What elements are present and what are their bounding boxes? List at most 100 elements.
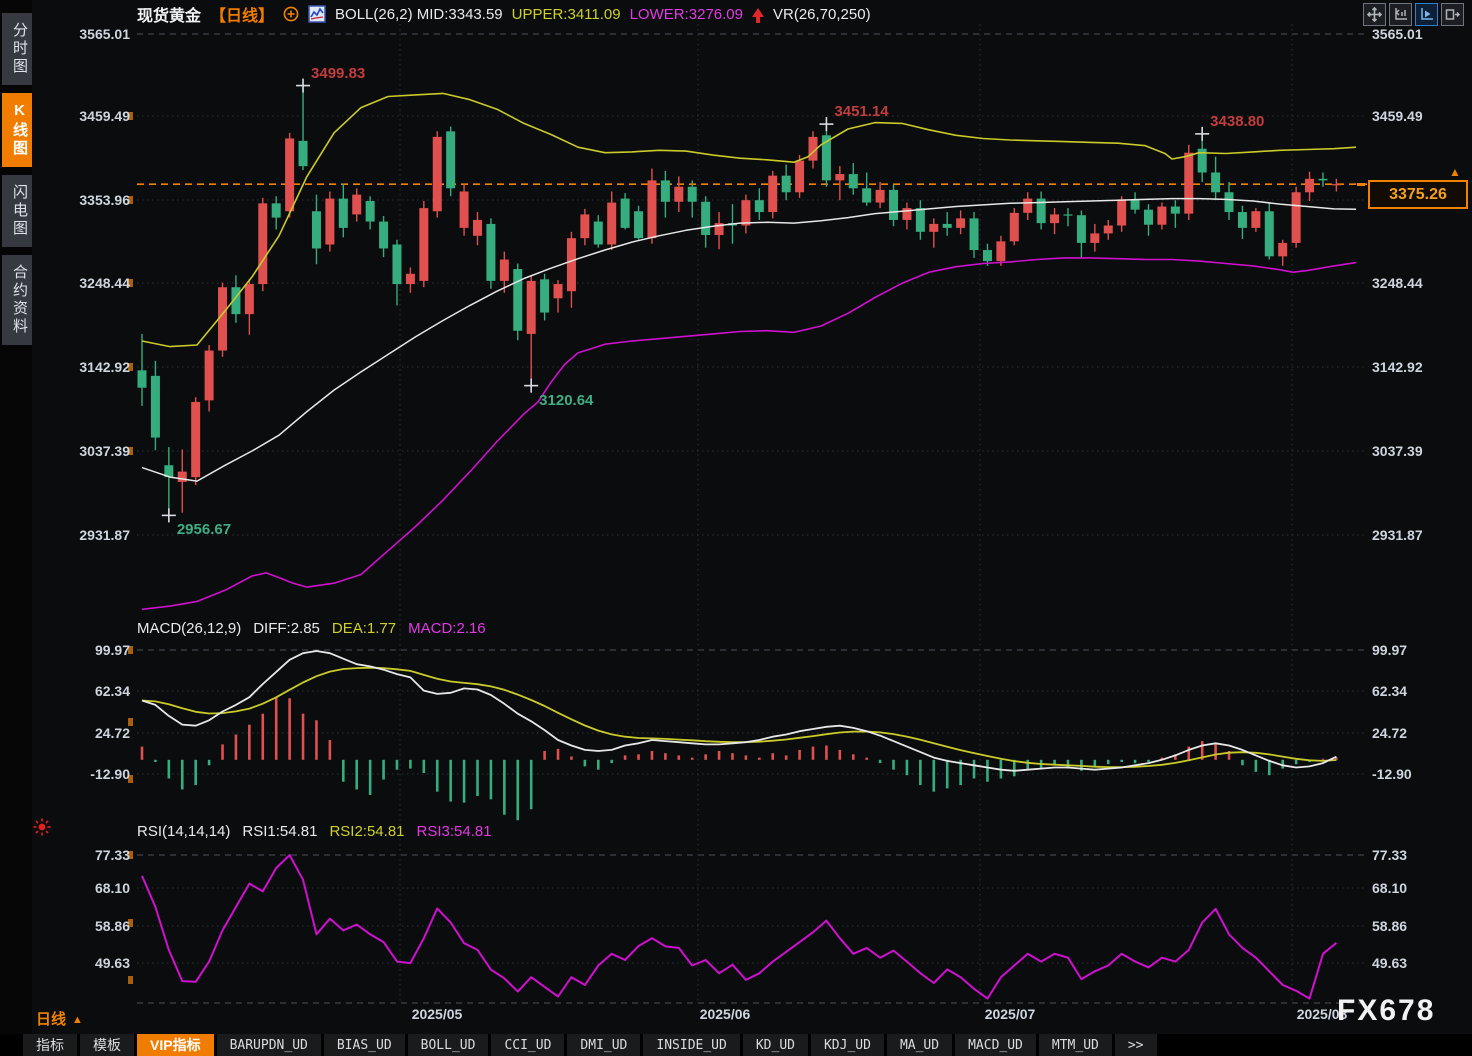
tab-[interactable]: 模板 [80, 1034, 134, 1056]
macd-lines [141, 650, 1337, 772]
macd-y-label: 24.72 [94, 725, 130, 741]
rsi-y-label: 68.10 [94, 880, 130, 896]
tab-cciud[interactable]: CCI_UD [491, 1034, 565, 1056]
price-tag-tick [1357, 183, 1365, 186]
macd-y-label: 99.97 [94, 642, 130, 658]
rsi-y-label: 77.33 [1372, 847, 1408, 863]
x-axis-month-label: 2025/05 [411, 1006, 463, 1022]
tab-bollud[interactable]: BOLL_UD [407, 1034, 489, 1056]
sidebar-item-3[interactable]: 合约资料 [2, 255, 32, 345]
main-y-label: 3142.92 [1372, 359, 1423, 375]
boll-lower-label: LOWER:3276.09 [629, 5, 743, 23]
sidebar: 分时图 K线图闪电图合约资料 [0, 0, 32, 1056]
main-y-label: 3248.44 [1372, 275, 1423, 291]
main-y-label: 3459.49 [1372, 108, 1423, 124]
indicator-tab-bar: 指标 模板 VIP指标 BARUPDN_UD BIAS_UD BOLL_UD CCI_UD D… [0, 1034, 1472, 1056]
watermark: FX678 [1337, 994, 1436, 1027]
main-y-label: 3565.01 [79, 26, 130, 42]
tab-barupdnud[interactable]: BARUPDN_UD [216, 1034, 321, 1056]
main-y-label: 2931.87 [1372, 527, 1423, 543]
tab-dmiud[interactable]: DMI_UD [567, 1034, 641, 1056]
rsi-line [141, 854, 1338, 1000]
macd-y-label: -12.90 [1372, 766, 1412, 782]
triangle-up-icon: ▲ [72, 1014, 83, 1026]
tab-[interactable]: >> [1114, 1034, 1157, 1056]
rsi-y-label: 58.86 [94, 918, 130, 934]
annotation-high: 3438.80 [1210, 112, 1265, 130]
rsi-lines [141, 854, 1338, 1000]
period-selector[interactable]: 日线 ▲ [36, 1011, 83, 1028]
macd-diff-line [141, 650, 1337, 772]
main-y-label: 3037.39 [79, 443, 130, 459]
macd-header: MACD(26,12,9) DIFF:2.85 DEA:1.77 MACD:2.… [137, 620, 486, 637]
main-y-label: 3459.49 [79, 108, 130, 124]
rsi2-value: RSI2:54.81 [329, 823, 405, 840]
tab-biasud[interactable]: BIAS_UD [323, 1034, 405, 1056]
play-axis-icon[interactable] [1415, 3, 1438, 26]
tab-kdjud[interactable]: KDJ_UD [810, 1034, 884, 1056]
rsi-y-label: 68.10 [1372, 880, 1408, 896]
tab-maud[interactable]: MA_UD [886, 1034, 953, 1056]
rsi3-value: RSI3:54.81 [416, 823, 492, 840]
macd-diff-value: DIFF:2.85 [253, 620, 320, 637]
main-y-label: 3142.92 [79, 359, 130, 375]
tab-mtmud[interactable]: MTM_UD [1038, 1034, 1112, 1056]
main-y-label: 3353.96 [79, 192, 130, 208]
sidebar-item-0[interactable]: 分时图 [2, 13, 32, 85]
chart-toolbar [1363, 3, 1464, 26]
bollinger-bands [141, 92, 1357, 611]
tab-insideud[interactable]: INSIDE_UD [643, 1034, 740, 1056]
scale-ticks [128, 112, 133, 984]
vr-indicator-label: VR(26,70,250) [773, 5, 871, 23]
x-axis-month-label: 2025/07 [984, 1006, 1036, 1022]
tab-[interactable]: 指标 [23, 1034, 77, 1056]
export-right-icon[interactable] [1441, 3, 1464, 26]
tab-vip[interactable]: VIP指标 [137, 1034, 214, 1056]
macd-y-label: 99.97 [1372, 642, 1408, 658]
rsi1-value: RSI1:54.81 [242, 823, 318, 840]
boll-mid-line [141, 197, 1357, 482]
sidebar-item-2[interactable]: 闪电图 [2, 175, 32, 247]
rsi-title: RSI(14,14,14) [137, 823, 231, 840]
plus-circle-icon[interactable] [283, 6, 299, 22]
pan-axis-left-icon[interactable] [1389, 3, 1412, 26]
rsi-y-label: 58.86 [1372, 918, 1408, 934]
macd-dea-line [141, 666, 1337, 768]
macd-histogram [140, 697, 1338, 821]
last-price-tag: 3375.26 [1368, 180, 1468, 209]
symbol-title: 现货黄金 [137, 8, 202, 25]
rsi-header: RSI(14,14,14) RSI1:54.81 RSI2:54.81 RSI3… [137, 823, 492, 840]
rsi-y-label: 49.63 [94, 955, 130, 971]
main-y-label: 3037.39 [1372, 443, 1423, 459]
x-axis-month-label: 2025/06 [699, 1006, 751, 1022]
price-up-marker-icon: ▲ [1449, 165, 1461, 179]
macd-title: MACD(26,12,9) [137, 620, 242, 637]
macd-macd-value: MACD:2.16 [408, 620, 486, 637]
move-icon[interactable] [1363, 3, 1386, 26]
hot-burst-icon[interactable] [31, 816, 53, 838]
rsi-y-label: 49.63 [1372, 955, 1408, 971]
sidebar-item-1[interactable]: K线图 [2, 93, 32, 167]
x-axis-month-label: 2025/08 [1296, 1006, 1348, 1022]
tab-macdud[interactable]: MACD_UD [955, 1034, 1036, 1056]
tab-kdud[interactable]: KD_UD [742, 1034, 808, 1056]
macd-y-label: 62.34 [94, 683, 130, 699]
boll-upper-label: UPPER:3411.09 [511, 5, 621, 23]
macd-y-label: 62.34 [1372, 683, 1408, 699]
main-y-label: 2931.87 [79, 527, 130, 543]
boll-indicator-label: BOLL(26,2) MID:3343.59 [335, 5, 503, 23]
annotation-high: 3499.83 [311, 64, 366, 82]
up-arrow-icon [752, 7, 764, 23]
annotation-high: 3451.14 [834, 103, 889, 121]
annotation-low: 2956.67 [176, 521, 232, 539]
extreme-cross-markers [161, 78, 1210, 523]
macd-y-label: -12.90 [90, 766, 130, 782]
mini-chart-icon[interactable] [308, 5, 326, 23]
boll-lower-line [141, 257, 1357, 611]
macd-dea-value: DEA:1.77 [331, 620, 397, 637]
grid-lines [137, 24, 1364, 1004]
period-tag[interactable]: 【日线】 [210, 8, 275, 25]
annotation-low: 3120.64 [539, 391, 594, 409]
